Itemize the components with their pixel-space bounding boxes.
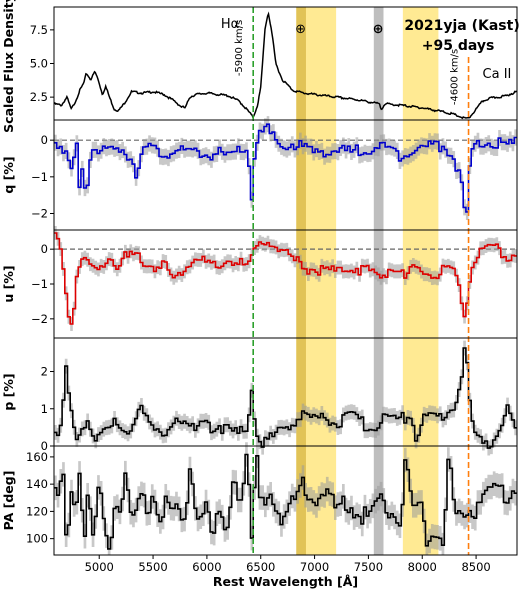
error-band-pa <box>54 442 517 555</box>
ytick-label-p: 2 <box>41 365 48 379</box>
series-flux <box>54 11 517 120</box>
ytick-label-flux: 7.5 <box>30 23 48 37</box>
velocity-label-halpha: -5900 km/s <box>234 20 245 76</box>
frame-q <box>53 119 518 231</box>
series-u <box>54 232 517 325</box>
xtick-label: 7000 <box>300 560 329 574</box>
panel-p <box>54 340 517 456</box>
ytick-label-q: −2 <box>31 207 48 221</box>
line-id-caii: Ca II <box>483 67 512 82</box>
frame-pa <box>53 445 518 556</box>
band-edge-telluric-a <box>296 7 306 555</box>
object-label: 2021yja (Kast) <box>404 18 519 34</box>
y-axis-label-flux: Scaled Flux Density <box>1 0 16 133</box>
ytick-label-flux: 5.0 <box>30 57 48 71</box>
xtick-label: 5500 <box>138 560 167 574</box>
panel-pa <box>54 442 517 555</box>
ytick-label-u: 0 <box>41 242 48 256</box>
xtick-label: 8000 <box>408 560 437 574</box>
annotations: 2021yja (Kast) +95 days <box>404 18 519 54</box>
xtick-label: 6000 <box>192 560 221 574</box>
ytick-label-q: −1 <box>31 170 48 184</box>
xtick-label: 8500 <box>461 560 490 574</box>
error-band-q <box>54 116 517 220</box>
panel-flux <box>54 11 517 120</box>
epoch-label: +95 days <box>422 38 495 54</box>
ytick-label-u: −1 <box>31 277 48 291</box>
telluric-bands <box>296 7 439 555</box>
ytick-label-flux: 2.5 <box>30 90 48 104</box>
panel-q <box>54 116 517 220</box>
ytick-label-u: −2 <box>31 312 48 326</box>
xtick-label: 6500 <box>246 560 275 574</box>
earth-symbol-1: ⊕ <box>295 22 306 37</box>
line-id-halpha: Hα <box>221 17 239 32</box>
series-pa <box>54 453 517 550</box>
y-axis-label-u: u [%] <box>1 265 16 302</box>
ytick-label-pa: 140 <box>26 477 48 491</box>
xtick-label: 7500 <box>354 560 383 574</box>
y-axis-label-p: p [%] <box>1 373 16 410</box>
ytick-label-p: 1 <box>41 402 48 416</box>
x-axis-ticks: 2.5 5.0 7.5 Scaled Flux Density −2 −1 0 q [%] −2… <box>1 0 491 574</box>
series-p <box>54 347 517 449</box>
x-axis-label: Rest Wavelength [Å] <box>213 574 358 589</box>
ytick-label-q: 0 <box>41 133 48 147</box>
ytick-label-p: 0 <box>41 439 48 453</box>
panel-u <box>54 226 517 331</box>
earth-symbol-2: ⊕ <box>373 22 384 37</box>
series-q <box>54 123 517 213</box>
ytick-label-pa: 120 <box>26 504 48 518</box>
ytick-label-pa: 100 <box>26 532 48 546</box>
y-axis-label-q: q [%] <box>1 156 16 193</box>
panels <box>54 11 517 555</box>
ytick-label-pa: 160 <box>26 450 48 464</box>
error-band-u <box>54 226 517 331</box>
error-band-p <box>54 340 517 456</box>
y-axis-label-pa: PA [deg] <box>1 471 16 531</box>
velocity-label-caii: -4600 km/s <box>450 49 461 105</box>
xtick-label: 5000 <box>85 560 114 574</box>
velocity-lines: -5900 km/sHα -4600 km/s Ca II ⊕ ⊕ <box>221 7 512 555</box>
